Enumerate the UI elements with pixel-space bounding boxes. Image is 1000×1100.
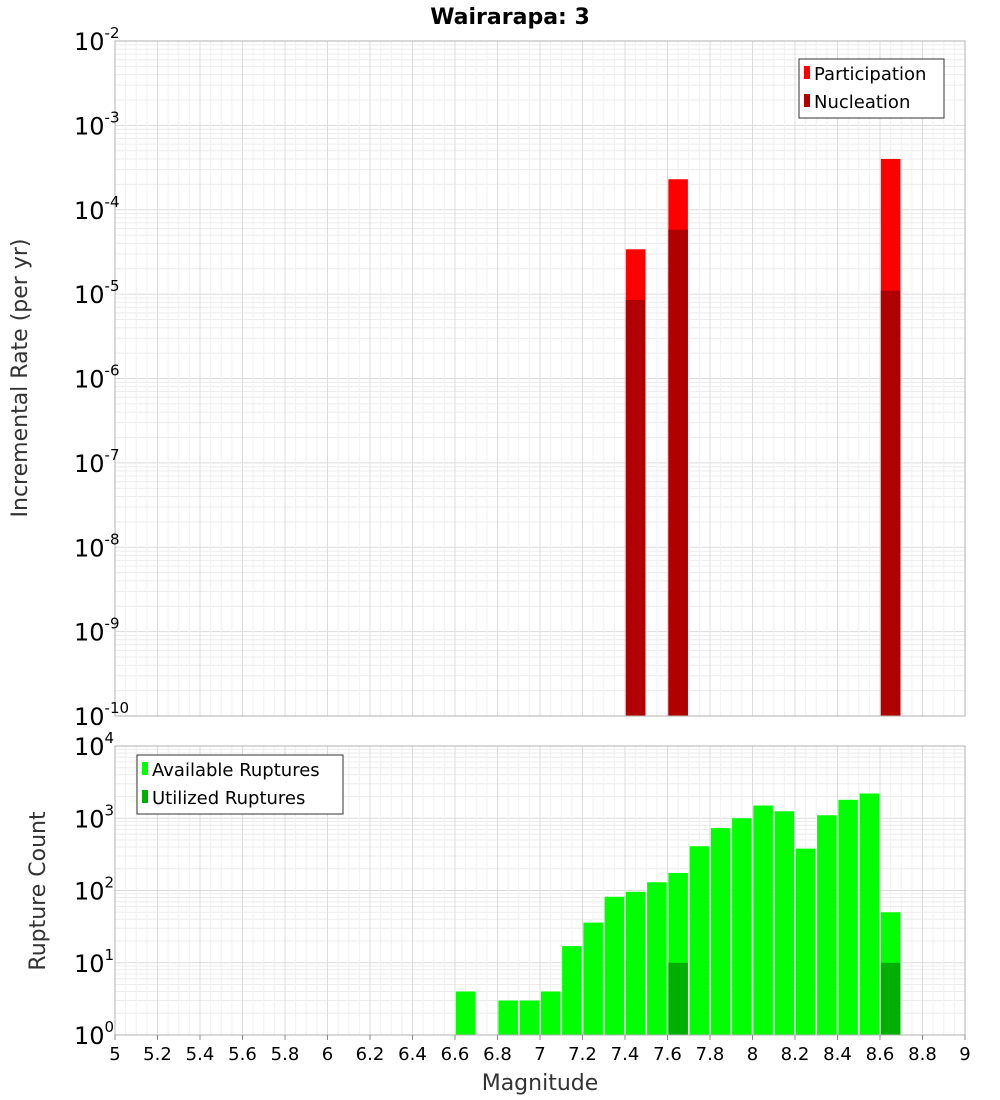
y-tick-label: 102 bbox=[74, 874, 114, 906]
bar-available-ruptures bbox=[625, 891, 646, 1035]
x-tick-label: 6.8 bbox=[483, 1044, 512, 1065]
bar-nucleation bbox=[625, 300, 646, 716]
bar-available-ruptures bbox=[519, 1000, 540, 1035]
y-tick-label: 104 bbox=[74, 729, 114, 761]
y-tick-label: 101 bbox=[74, 946, 114, 978]
x-tick-label: 8 bbox=[747, 1044, 758, 1065]
x-tick-label: 7.8 bbox=[696, 1044, 725, 1065]
x-tick-label: 7 bbox=[534, 1044, 545, 1065]
bar-available-ruptures bbox=[583, 922, 603, 1035]
bar-nucleation bbox=[880, 290, 901, 716]
incremental-rate-panel: 10-10 10-9 10-8 10-7 10-6 10-5 10-4 10-3 10-2 Par… bbox=[74, 24, 966, 731]
bar-available-ruptures bbox=[562, 946, 582, 1035]
x-tick-label: 6 bbox=[322, 1044, 333, 1065]
bar-available-ruptures bbox=[774, 811, 795, 1035]
y-tick-label: 10-4 bbox=[74, 193, 120, 225]
y-tick-label: 10-7 bbox=[74, 446, 120, 478]
x-tick-label: 6.4 bbox=[398, 1044, 427, 1065]
x-tick-label: 8.8 bbox=[908, 1044, 937, 1065]
legend-swatch bbox=[804, 66, 810, 79]
bar-utilized-ruptures bbox=[668, 962, 688, 1035]
x-tick-label: 9 bbox=[959, 1044, 970, 1065]
x-tick-label: 6.2 bbox=[356, 1044, 385, 1065]
bar-available-ruptures bbox=[838, 799, 858, 1035]
bar-available-ruptures bbox=[753, 805, 773, 1035]
x-tick-label: 5.6 bbox=[228, 1044, 257, 1065]
legend-box bbox=[798, 58, 945, 119]
y-tick-label: 10-5 bbox=[74, 277, 120, 309]
legend-label: Nucleation bbox=[814, 92, 910, 113]
bar-available-ruptures bbox=[540, 991, 561, 1035]
legend-label: Available Ruptures bbox=[152, 760, 320, 781]
x-tick-label: 7.6 bbox=[653, 1044, 682, 1065]
y-tick-label: 103 bbox=[74, 801, 114, 833]
x-tick-label: 8.4 bbox=[823, 1044, 852, 1065]
x-tick-label: 5.4 bbox=[186, 1044, 215, 1065]
x-tick-label: 8.2 bbox=[781, 1044, 810, 1065]
y-tick-label: 10-9 bbox=[74, 615, 120, 647]
bar-available-ruptures bbox=[604, 896, 625, 1035]
y-tick-label: 100 bbox=[74, 1018, 114, 1050]
legend-label: Utilized Ruptures bbox=[152, 788, 305, 809]
x-tick-label: 5.2 bbox=[143, 1044, 172, 1065]
x-tick-label: 6.6 bbox=[441, 1044, 470, 1065]
y-tick-label: 10-3 bbox=[74, 108, 120, 140]
legend-box bbox=[136, 754, 344, 815]
bar-available-ruptures bbox=[647, 882, 667, 1035]
x-axis-label: Magnitude bbox=[482, 1071, 599, 1096]
x-tick-label: 5.8 bbox=[271, 1044, 300, 1065]
bar-available-ruptures bbox=[498, 1000, 518, 1035]
y-tick-label: 10-8 bbox=[74, 530, 120, 562]
legend-swatch bbox=[142, 790, 148, 803]
plot-frame bbox=[114, 40, 966, 717]
y-tick-label: 10-2 bbox=[74, 24, 120, 56]
x-tick-label: 8.6 bbox=[866, 1044, 895, 1065]
bar-nucleation bbox=[668, 229, 688, 717]
bar-available-ruptures bbox=[859, 793, 880, 1035]
bottom-y-axis-label: Rupture Count bbox=[26, 811, 51, 971]
rupture-count-panel: 100 101 102 103 104 Available Ruptures Utilize… bbox=[74, 729, 971, 1065]
x-tick-label: 5 bbox=[109, 1044, 120, 1065]
bar-utilized-ruptures bbox=[880, 962, 901, 1035]
legend-label: Participation bbox=[814, 64, 926, 85]
y-tick-label: 10-6 bbox=[74, 362, 120, 394]
bar-available-ruptures bbox=[689, 846, 710, 1035]
bar-available-ruptures bbox=[455, 991, 476, 1035]
x-tick-label: 7.2 bbox=[568, 1044, 597, 1065]
y-tick-label: 10-10 bbox=[74, 699, 129, 731]
x-tick-label: 7.4 bbox=[611, 1044, 640, 1065]
top-y-axis-label: Incremental Rate (per yr) bbox=[8, 239, 33, 518]
bar-available-ruptures bbox=[795, 848, 816, 1035]
bar-available-ruptures bbox=[732, 818, 752, 1035]
legend-swatch bbox=[804, 94, 810, 107]
legend-swatch bbox=[142, 762, 148, 775]
bar-available-ruptures bbox=[710, 828, 731, 1035]
bar-available-ruptures bbox=[817, 815, 837, 1035]
chart-title: Wairarapa: 3 bbox=[430, 5, 590, 30]
